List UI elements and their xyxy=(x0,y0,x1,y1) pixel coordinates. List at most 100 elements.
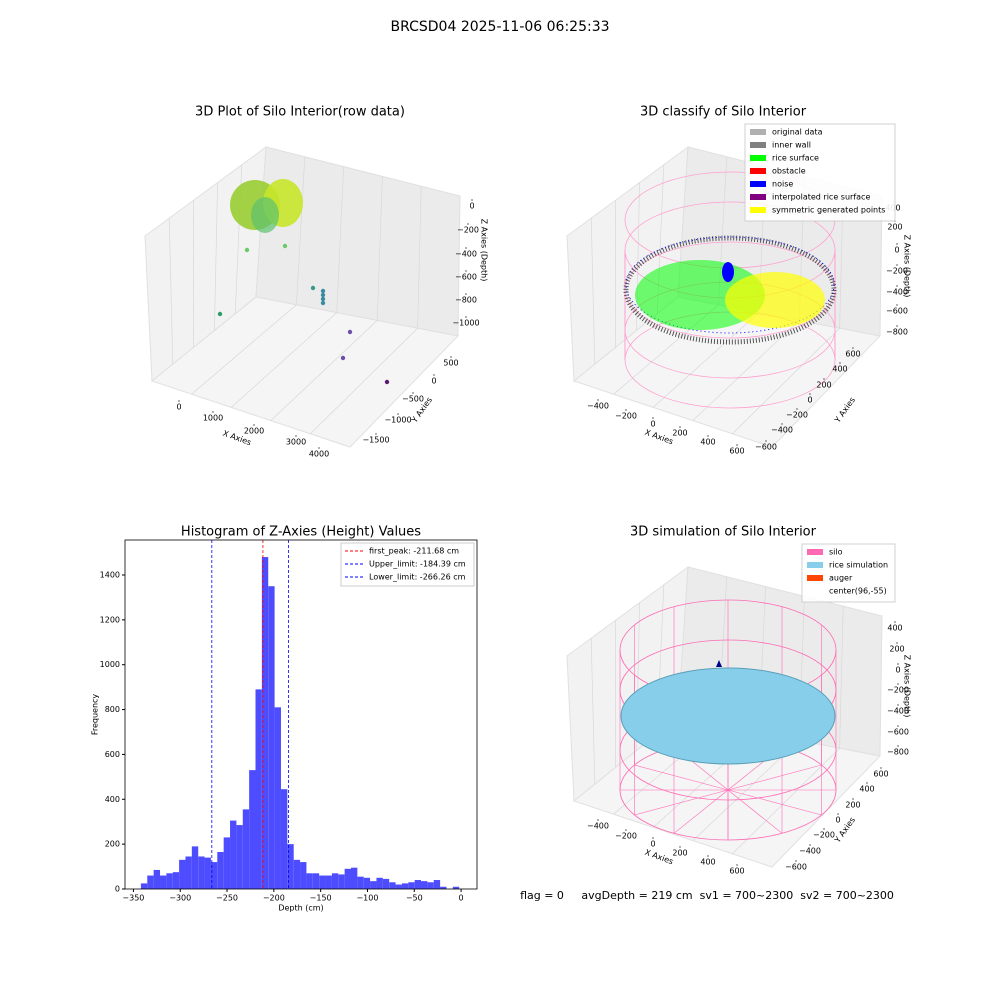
pane-grid xyxy=(652,312,760,408)
legend-box xyxy=(340,542,475,587)
y-tick-label: 200 xyxy=(845,801,860,810)
histogram-bar xyxy=(172,872,180,889)
x-tick-label: 2000 xyxy=(244,427,264,436)
x-tick-label: −400 xyxy=(587,822,609,831)
z-tick-label: −200 xyxy=(887,686,909,695)
subplot-title: 3D simulation of Silo Interior xyxy=(630,525,817,540)
x-tick-label: 200 xyxy=(672,429,687,438)
y-tick-label: −400 xyxy=(799,847,821,856)
x-tick-label: −150 xyxy=(310,894,332,903)
y-tick-label: 1000 xyxy=(100,660,120,669)
histogram-bar xyxy=(357,876,364,889)
y-tick-label: −1500 xyxy=(362,436,389,445)
legend-swatch xyxy=(750,155,766,161)
x-tick-label: 0 xyxy=(650,840,655,849)
pane-floor xyxy=(572,296,882,448)
y-tick-label: 200 xyxy=(816,381,831,390)
legend-label: inner wall xyxy=(772,141,811,150)
histogram-bar xyxy=(210,862,218,889)
y-tick-label: 1400 xyxy=(100,570,120,579)
outlier-point xyxy=(282,243,288,249)
histogram-bar xyxy=(140,883,148,889)
histogram-bar xyxy=(255,689,262,889)
y-tick-label: 0 xyxy=(115,885,120,894)
outlier-point xyxy=(320,292,326,298)
y-tick-label: 500 xyxy=(443,359,458,368)
pane-grid xyxy=(296,156,306,305)
y-tick-label: 600 xyxy=(845,350,860,359)
histogram-bar xyxy=(204,857,211,889)
outlier-point xyxy=(340,355,346,361)
z-tick-label: −800 xyxy=(886,328,908,337)
histogram-bar xyxy=(376,877,383,889)
auger-marker xyxy=(716,660,722,667)
z-tick-label: 0 xyxy=(469,202,474,211)
x-tick-label: −350 xyxy=(122,894,144,903)
x-tick-label: 600 xyxy=(729,867,744,876)
histogram-bar xyxy=(287,844,294,889)
histogram-bar xyxy=(452,886,460,889)
pane-floor xyxy=(150,296,460,448)
y-tick-label: 600 xyxy=(105,750,120,759)
x-tick-label: 3000 xyxy=(286,438,306,447)
legend-label: first_peak: -211.68 cm xyxy=(369,547,459,556)
outlier-point xyxy=(310,285,316,291)
histogram-bar xyxy=(319,875,326,889)
legend-swatch xyxy=(807,562,823,568)
wall-ring xyxy=(623,235,837,345)
y-tick-label: 0 xyxy=(807,396,812,405)
pane-grid xyxy=(310,327,418,435)
silo-wireframe xyxy=(727,764,822,791)
point-cloud xyxy=(251,197,279,233)
histogram-bar xyxy=(293,859,301,889)
x-tick-label: −100 xyxy=(356,894,378,903)
z-tick-label: 200 xyxy=(887,223,902,232)
outlier-point xyxy=(320,288,326,294)
z-axis-label: Z Axies (Depth) xyxy=(903,655,912,718)
outlier-point xyxy=(347,329,353,335)
y-tick-label: −500 xyxy=(402,395,424,404)
pane-grid xyxy=(230,312,338,408)
x-tick-label: 1000 xyxy=(203,414,223,423)
histogram-bar xyxy=(427,882,434,889)
histogram-bar xyxy=(401,883,409,889)
y-tick-label: −200 xyxy=(786,411,808,420)
histogram-bar xyxy=(440,886,447,889)
pane-grid xyxy=(417,186,422,329)
histogram-bar xyxy=(370,881,377,889)
histogram-bar xyxy=(185,856,192,889)
pane-grid xyxy=(168,218,174,365)
x-tick-label: −300 xyxy=(169,894,191,903)
histogram-bar xyxy=(408,882,415,889)
histogram-bar xyxy=(179,859,186,889)
histogram-bar xyxy=(153,869,161,889)
silo-wireframe xyxy=(727,789,783,834)
z-tick-label: −400 xyxy=(455,250,477,259)
histogram-bar xyxy=(306,873,313,889)
legend-label: Lower_limit: -266.26 cm xyxy=(369,573,466,582)
x-tick-label: 0 xyxy=(176,403,181,412)
silo-wireframe xyxy=(727,789,822,816)
histogram-bar xyxy=(363,877,371,889)
histogram-bar xyxy=(166,873,173,889)
histogram-bar xyxy=(421,881,428,889)
y-tick-label: 400 xyxy=(832,365,847,374)
x-tick-label: 400 xyxy=(700,438,715,447)
y-tick-label: 1200 xyxy=(100,615,120,624)
legend-label: noise xyxy=(772,180,793,189)
sym-region xyxy=(725,272,825,328)
histogram-bar xyxy=(249,770,256,889)
legend-swatch xyxy=(750,168,766,174)
z-axis-label: Z Axies (Depth) xyxy=(480,219,489,282)
y-axis-label: Frequency xyxy=(91,694,100,736)
legend-label: rice surface xyxy=(772,154,819,163)
x-tick-label: −200 xyxy=(615,412,637,421)
pane-grid xyxy=(636,182,640,331)
x-tick-label: 0 xyxy=(459,894,464,903)
histogram-bar xyxy=(350,867,358,889)
histogram-bar xyxy=(274,707,281,889)
z-tick-label: 200 xyxy=(889,645,904,654)
legend-swatch xyxy=(750,207,766,213)
legend-swatch xyxy=(750,194,766,200)
x-tick-label: −50 xyxy=(406,894,423,903)
